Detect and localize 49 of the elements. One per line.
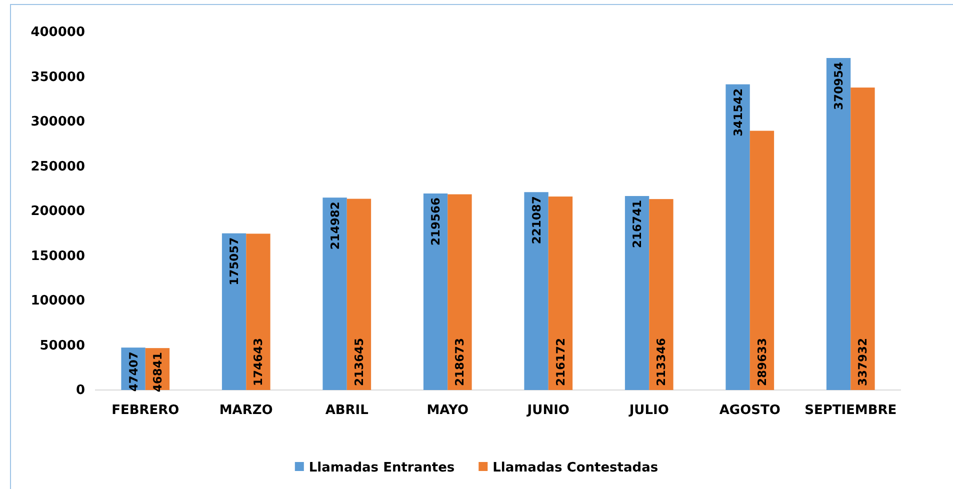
data-label: 341542 <box>730 88 745 136</box>
data-label: 216741 <box>630 200 644 248</box>
bar <box>750 130 774 390</box>
x-tick-label: MARZO <box>219 403 273 418</box>
x-tick-label: MAYO <box>426 403 469 418</box>
bar <box>850 88 875 390</box>
data-label: 221087 <box>529 196 544 244</box>
y-tick-label: 350000 <box>30 70 85 85</box>
legend-label: Llamadas Contestadas <box>492 460 658 476</box>
y-tick-label: 250000 <box>30 159 85 174</box>
data-label: 174643 <box>251 338 266 386</box>
bar <box>624 196 650 390</box>
data-label: 213645 <box>352 338 366 386</box>
x-tick-label: AGOSTO <box>719 403 780 418</box>
data-label: 218673 <box>452 338 467 386</box>
data-label: 213346 <box>654 338 668 386</box>
bar <box>524 192 548 390</box>
bar <box>246 234 270 390</box>
x-tick-label: JUNIO <box>526 403 570 418</box>
y-tick-label: 150000 <box>30 248 85 264</box>
y-tick-label: 200000 <box>30 204 85 220</box>
x-tick-label: ABRIL <box>325 403 368 418</box>
y-tick-label: 100000 <box>30 294 85 309</box>
bar <box>649 199 674 390</box>
data-label: 47407 <box>126 352 140 392</box>
bar <box>423 193 448 390</box>
x-tick-label: SEPTIEMBRE <box>804 403 897 418</box>
data-label: 46841 <box>150 352 164 392</box>
bar <box>222 233 246 390</box>
x-tick-label: JULIO <box>628 403 669 418</box>
bar <box>322 198 347 390</box>
bar <box>826 58 851 390</box>
y-tick-label: 400000 <box>30 25 85 40</box>
legend-label: Llamadas Entrantes <box>308 460 455 476</box>
bar <box>548 196 573 390</box>
data-label: 337932 <box>856 338 870 386</box>
data-label: 289633 <box>754 338 769 386</box>
data-label: 175057 <box>227 237 242 286</box>
data-label: 370954 <box>832 62 846 110</box>
data-label: 214982 <box>328 202 342 250</box>
x-tick-label: FEBRERO <box>112 403 180 418</box>
y-tick-label: 300000 <box>30 114 85 130</box>
data-label: 216172 <box>553 338 568 386</box>
bar <box>346 198 372 390</box>
y-tick-label: 50000 <box>40 338 85 354</box>
bar <box>448 194 472 390</box>
bar <box>726 84 750 390</box>
y-tick-label: 0 <box>76 383 85 398</box>
data-label: 219566 <box>428 197 443 246</box>
